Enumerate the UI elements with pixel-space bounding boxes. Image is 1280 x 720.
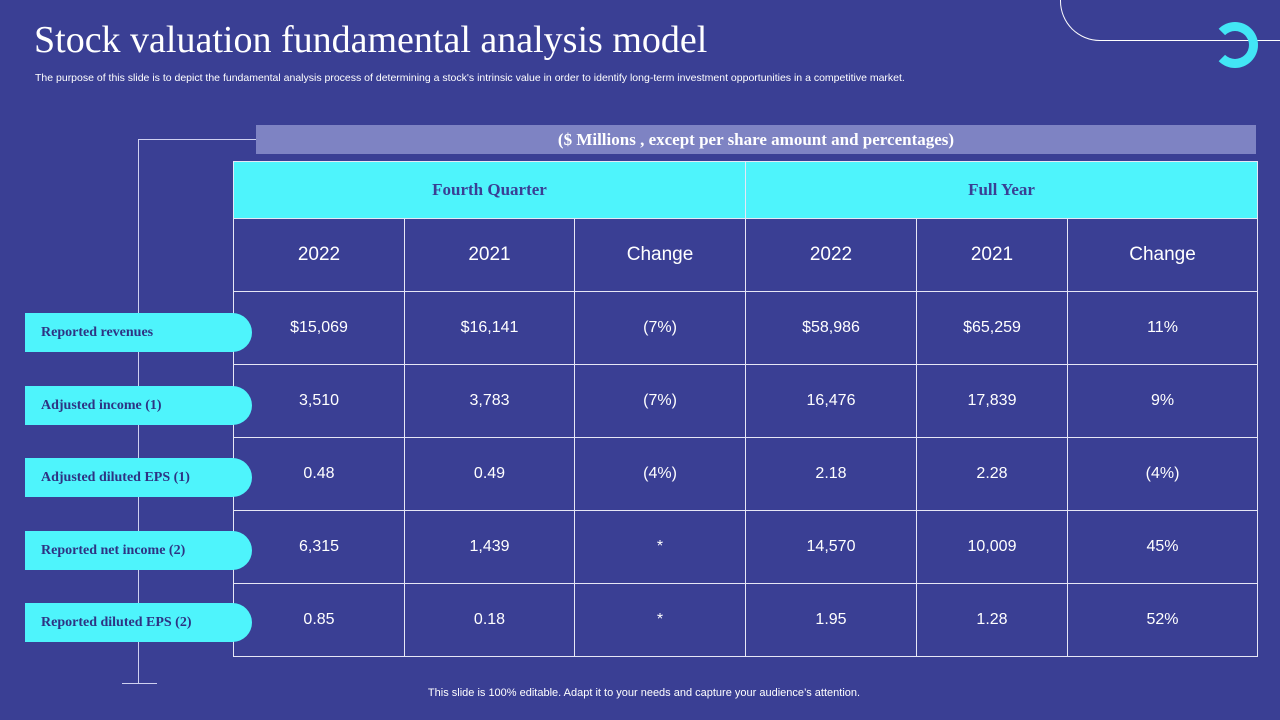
row-label-adjusted-income: Adjusted income (1) [25,385,252,425]
table-column-header: 2022 2021 Change 2022 2021 Change [233,218,1259,292]
table-cell: 14,570 [745,510,917,584]
row-labels: Reported revenues Adjusted income (1) Ad… [25,313,252,676]
table-cell: (7%) [574,291,746,365]
table-cell: 17,839 [916,364,1068,438]
connector-line-bottom [122,683,157,684]
table-cell: 1,439 [404,510,575,584]
column-header: 2021 [916,218,1068,292]
table-cell: * [574,583,746,657]
slide-footer: This slide is 100% editable. Adapt it to… [427,687,861,699]
table-cell: $16,141 [404,291,575,365]
table-cell: 11% [1066,291,1259,365]
connector-line-top [138,139,256,140]
column-header: Change [1066,218,1259,292]
table-cell: $65,259 [916,291,1068,365]
column-header: 2021 [404,218,575,292]
table-cell: 3,510 [233,364,405,438]
table-row: 6,315 1,439 * 14,570 10,009 45% [233,510,1259,584]
table-cell: 1.28 [916,583,1068,657]
table-cell: (4%) [1066,437,1259,511]
table-cell: $58,986 [745,291,917,365]
table-cell: 45% [1066,510,1259,584]
row-label-reported-net-income: Reported net income (2) [25,530,252,570]
table-cell: $15,069 [233,291,405,365]
table-row: 0.85 0.18 * 1.95 1.28 52% [233,583,1259,657]
column-header: Change [574,218,746,292]
group-full-year: Full Year [744,161,1259,219]
units-note: ($ Millions , except per share amount an… [256,125,1256,154]
table-cell: 0.48 [233,437,405,511]
table-row: 3,510 3,783 (7%) 16,476 17,839 9% [233,364,1259,438]
financial-table: Fourth Quarter Full Year 2022 2021 Chang… [233,161,1259,657]
column-header: 2022 [233,218,405,292]
table-cell: 0.85 [233,583,405,657]
table-group-header: Fourth Quarter Full Year [233,161,1259,219]
row-label-reported-revenues: Reported revenues [25,313,252,352]
table-cell: (4%) [574,437,746,511]
table-cell: 52% [1066,583,1259,657]
table-row: $15,069 $16,141 (7%) $58,986 $65,259 11% [233,291,1259,365]
table-cell: 2.28 [916,437,1068,511]
slide-title: Stock valuation fundamental analysis mod… [34,19,708,61]
table-cell: 10,009 [916,510,1068,584]
row-label-reported-diluted-eps: Reported diluted EPS (2) [25,603,252,642]
table-cell: 3,783 [404,364,575,438]
decorative-ring-icon [1212,22,1258,68]
table-cell: (7%) [574,364,746,438]
table-cell: 0.18 [404,583,575,657]
row-label-adjusted-diluted-eps: Adjusted diluted EPS (1) [25,458,252,497]
table-cell: 9% [1066,364,1259,438]
table-cell: 16,476 [745,364,917,438]
table-cell: * [574,510,746,584]
column-header: 2022 [745,218,917,292]
table-cell: 2.18 [745,437,917,511]
slide-subtitle: The purpose of this slide is to depict t… [35,72,905,84]
table-row: 0.48 0.49 (4%) 2.18 2.28 (4%) [233,437,1259,511]
table-cell: 1.95 [745,583,917,657]
table-cell: 0.49 [404,437,575,511]
table-cell: 6,315 [233,510,405,584]
group-fourth-quarter: Fourth Quarter [233,161,746,219]
